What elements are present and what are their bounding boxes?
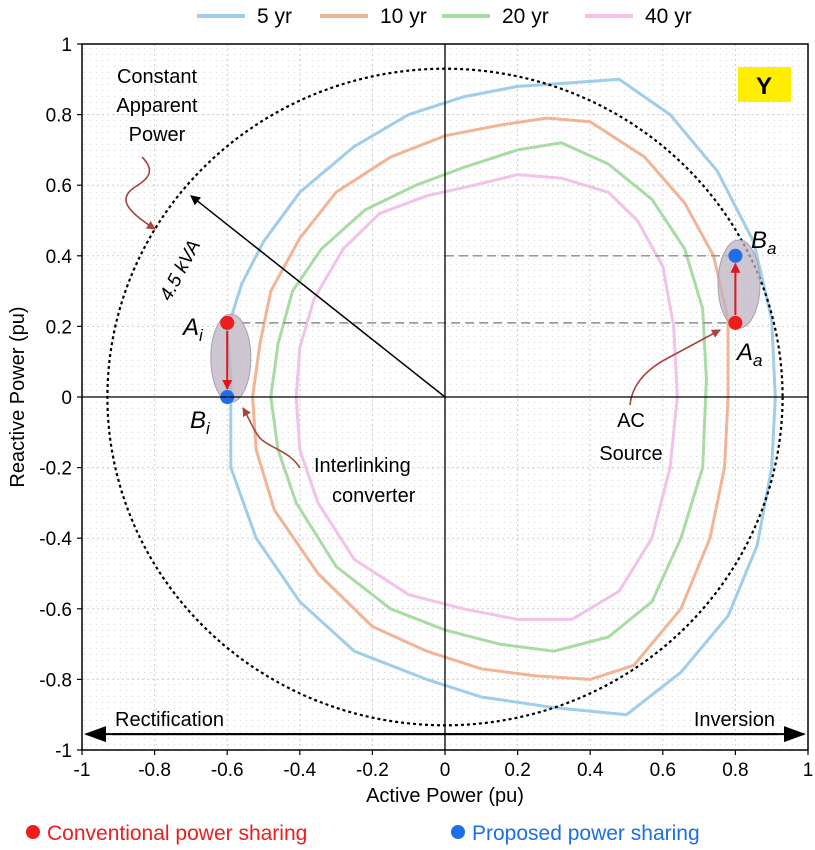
marker-label-Ba: Ba xyxy=(751,227,776,258)
series-line-40-yr xyxy=(294,173,679,621)
marker-Ba xyxy=(728,248,743,263)
series-line-20-yr xyxy=(269,141,708,653)
legend-label-40-yr: 40 yr xyxy=(645,5,692,28)
x-tick-label: -1 xyxy=(74,760,91,781)
x-tick-label: -0.8 xyxy=(138,760,171,781)
x-tick-label: 0.4 xyxy=(577,760,604,781)
annotations: 4.5 kVAConstantApparentPowerAiBiAaBaInte… xyxy=(84,66,806,743)
x-tick-label: -0.2 xyxy=(356,760,389,781)
series-line-5-yr xyxy=(225,77,777,717)
y-tick-label: 0.8 xyxy=(46,106,72,127)
x-tick-label: 1 xyxy=(803,760,814,781)
y-tick-label: 0.4 xyxy=(46,247,73,268)
radius-arrow xyxy=(190,195,446,398)
ac-source-pointer-arrow xyxy=(629,329,721,406)
x-tick-label: 0.2 xyxy=(504,760,530,781)
y-tick-label: -1 xyxy=(55,741,72,762)
y-tick-label: -0.2 xyxy=(39,459,72,480)
interlinking-label-line: converter xyxy=(332,485,416,507)
y-tick-label: 0 xyxy=(61,388,72,409)
x-axis-title: Active Power (pu) xyxy=(366,785,524,807)
y-tick-label: -0.6 xyxy=(39,600,72,621)
y-tick-label: 0.2 xyxy=(46,317,72,338)
circle-caption-line: Power xyxy=(129,124,186,146)
y-tick-label: 1 xyxy=(61,35,72,56)
x-tick-label: 0 xyxy=(440,760,451,781)
legend: 5 yr 10 yr 20 yr 40 yr xyxy=(197,5,692,28)
circle-caption-line: Constant xyxy=(117,66,197,88)
marker-label-Bi: Bi xyxy=(190,407,211,438)
bottom-legend-label: Proposed power sharing xyxy=(472,822,700,845)
caption-pointer-arrow xyxy=(125,156,156,230)
legend-label-10-yr: 10 yr xyxy=(380,5,427,28)
interlinking-pointer-arrow xyxy=(242,407,301,469)
y-tick-label: -0.8 xyxy=(39,670,72,691)
marker-label-Aa: Aa xyxy=(735,339,762,370)
y-tick-label: -0.4 xyxy=(39,529,72,550)
marker-Ai xyxy=(220,315,235,330)
y-tick-label: 0.6 xyxy=(46,176,72,197)
x-tick-label: 0.8 xyxy=(722,760,748,781)
ac-source-label-line: AC xyxy=(617,410,645,432)
interlinking-label-line: Interlinking xyxy=(314,455,411,477)
marker-Aa xyxy=(728,315,743,330)
x-tick-label: -0.6 xyxy=(211,760,244,781)
panel-label-box xyxy=(738,67,791,102)
inversion-label: Inversion xyxy=(694,709,775,731)
bottom-legend-marker xyxy=(26,825,40,839)
y-axis-title: Reactive Power (pu) xyxy=(7,306,29,487)
series-line-10-yr xyxy=(251,116,730,681)
bottom-legend-marker xyxy=(451,825,465,839)
ac-source-label-line: Source xyxy=(599,443,662,465)
legend-label-20-yr: 20 yr xyxy=(502,5,549,28)
panel-label: Y xyxy=(756,73,772,100)
bottom-legend: Conventional power sharing Proposed power… xyxy=(26,822,700,845)
legend-label-5-yr: 5 yr xyxy=(257,5,292,28)
x-tick-label: 0.6 xyxy=(650,760,676,781)
x-tick-label: -0.4 xyxy=(283,760,316,781)
circle-caption-line: Apparent xyxy=(116,95,198,117)
axes: -1 -0.8 -0.6 -0.4 -0.2 0 0.2 0.4 0.6 0.8 1 1 0.8 0.6 0… xyxy=(7,35,813,807)
bottom-legend-label: Conventional power sharing xyxy=(47,822,307,845)
marker-label-Ai: Ai xyxy=(181,314,204,345)
rectification-label: Rectification xyxy=(115,709,224,731)
series-lines xyxy=(225,77,777,717)
